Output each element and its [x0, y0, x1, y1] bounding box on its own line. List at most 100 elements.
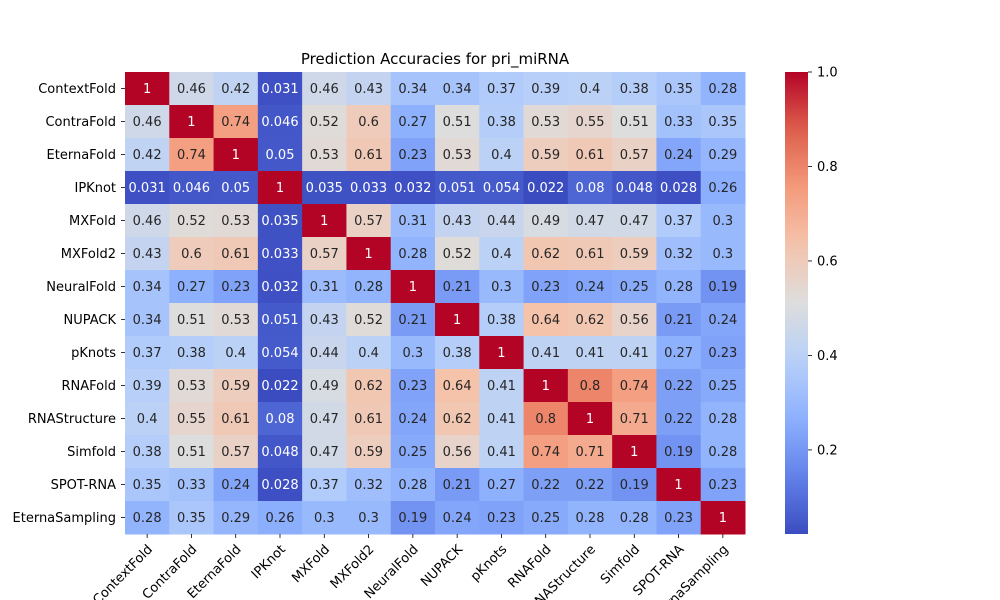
cell-value-label: 0.29: [708, 148, 737, 163]
cell-value-label: 0.028: [261, 478, 298, 493]
heatmap-cell-rnastructure-mxfold2: [346, 402, 392, 436]
cell-value-label: 0.4: [225, 346, 246, 361]
cell-value-label: 0.6: [358, 115, 379, 130]
row-label-rnafold: RNAFold: [62, 379, 116, 394]
heatmap-cell-contextfold-mxfold2: [346, 72, 392, 106]
heatmap-cell-ipknot-rnastructure: [567, 171, 613, 205]
cell-value-label: 0.3: [713, 214, 734, 229]
heatmap-cell-neuralfold-mxfold: [302, 270, 347, 304]
colorbar-ticks: 0.2 0.4 0.6 0.8 1.0: [808, 66, 838, 458]
heatmap-cell-pknots-pknots: [479, 336, 525, 370]
heatmap-cell-spot-rna-contextfold: [125, 468, 170, 502]
cell-value-label: 0.28: [133, 511, 162, 526]
cell-value-label: 0.27: [398, 115, 427, 130]
cell-value-label: 0.53: [177, 379, 206, 394]
cell-value-label: 0.55: [576, 115, 605, 130]
heatmap-cell-eternafold-contrafold: [169, 138, 215, 172]
row-label-spot-rna: SPOT-RNA: [51, 478, 117, 493]
heatmap-cell-contrafold-mxfold: [302, 105, 347, 139]
cell-value-label: 0.032: [394, 181, 431, 196]
heatmap-cell-nupack-contextfold: [125, 303, 170, 337]
cell-value-label: 0.46: [133, 214, 162, 229]
heatmap-cell-neuralfold-contrafold: [169, 270, 215, 304]
heatmap-cell-pknots-eternafold: [213, 336, 259, 370]
heatmap-cell-mxfold-pknots: [479, 204, 525, 238]
cell-value-label: 0.25: [398, 445, 427, 460]
heatmap-cell-pknots-nupack: [435, 336, 480, 370]
row-label-contextfold: ContextFold: [38, 82, 116, 97]
heatmap-cell-ipknot-eternafold: [213, 171, 259, 205]
heatmap-cell-eternasampling-spot-rna: [656, 501, 702, 535]
heatmap-cell-rnafold-neuralfold: [390, 369, 436, 403]
heatmap-cell-mxfold2-spot-rna: [656, 237, 702, 271]
heatmap-cell-eternasampling-pknots: [479, 501, 525, 535]
heatmap-cell-ipknot-contrafold: [169, 171, 215, 205]
heatmap-cell-contextfold-simfold: [612, 72, 657, 106]
heatmap-cell-mxfold2-eternafold: [213, 237, 259, 271]
heatmap-cell-contrafold-ipknot: [257, 105, 303, 139]
cell-value-label: 0.033: [350, 181, 387, 196]
cell-value-label: 0.59: [221, 379, 250, 394]
row-label-contrafold: ContraFold: [45, 115, 116, 130]
cell-value-label: 0.53: [310, 148, 339, 163]
cell-value-label: 0.43: [443, 214, 472, 229]
cell-value-label: 0.59: [620, 247, 649, 262]
cell-value-label: 0.022: [527, 181, 564, 196]
heatmap-cell-pknots-mxfold: [302, 336, 347, 370]
heatmap-cell-eternasampling-eternasampling: [700, 501, 746, 535]
cell-value-label: 0.56: [620, 313, 649, 328]
heatmap-cell-contextfold-contextfold: [125, 72, 170, 106]
cell-value-label: 0.23: [531, 280, 560, 295]
heatmap-cell-simfold-spot-rna: [656, 435, 702, 469]
cell-value-label: 0.38: [133, 445, 162, 460]
heatmap-cell-eternasampling-contextfold: [125, 501, 170, 535]
cell-value-label: 0.23: [487, 511, 516, 526]
heatmap-cell-nupack-spot-rna: [656, 303, 702, 337]
heatmap-cell-mxfold-contrafold: [169, 204, 215, 238]
heatmap-cell-eternafold-rnastructure: [567, 138, 613, 172]
cell-value-label: 0.035: [261, 214, 298, 229]
row-label-mxfold2: MXFold2: [61, 247, 116, 262]
column-label-pknots: pKnots: [468, 542, 510, 584]
heatmap-cell-simfold-simfold: [612, 435, 657, 469]
cell-value-label: 1: [143, 82, 151, 97]
heatmap-cell-neuralfold-rnastructure: [567, 270, 613, 304]
cell-value-label: 0.56: [443, 445, 472, 460]
cell-value-label: 0.28: [708, 412, 737, 427]
cell-value-label: 0.031: [129, 181, 166, 196]
heatmap-cell-mxfold-rnastructure: [567, 204, 613, 238]
cell-value-label: 0.47: [310, 412, 339, 427]
heatmap-cell-mxfold-mxfold2: [346, 204, 392, 238]
heatmap-cell-contextfold-spot-rna: [656, 72, 702, 106]
cell-value-label: 0.52: [177, 214, 206, 229]
cell-value-label: 0.35: [664, 82, 693, 97]
cell-value-label: 0.22: [531, 478, 560, 493]
cell-value-label: 0.44: [487, 214, 516, 229]
heatmap-cell-spot-rna-pknots: [479, 468, 525, 502]
cell-value-label: 0.031: [261, 82, 298, 97]
cell-value-label: 0.42: [221, 82, 250, 97]
cell-value-label: 1: [409, 280, 417, 295]
cell-value-label: 0.57: [221, 445, 250, 460]
heatmap-cell-nupack-eternafold: [213, 303, 259, 337]
heatmap-cell-rnastructure-eternasampling: [700, 402, 746, 436]
cell-value-label: 0.59: [354, 445, 383, 460]
heatmap-cell-mxfold-simfold: [612, 204, 657, 238]
row-label-rnastructure: RNAStructure: [28, 412, 116, 427]
row-label-pknots: pKnots: [71, 346, 116, 361]
cell-value-label: 0.8: [580, 379, 601, 394]
cell-value-label: 0.3: [314, 511, 335, 526]
heatmap-cell-contrafold-contextfold: [125, 105, 170, 139]
heatmap-cell-neuralfold-spot-rna: [656, 270, 702, 304]
cell-value-label: 1: [497, 346, 505, 361]
heatmap-cell-nupack-eternasampling: [700, 303, 746, 337]
cell-value-label: 0.035: [306, 181, 343, 196]
heatmap-cell-eternafold-nupack: [435, 138, 480, 172]
cell-value-label: 0.38: [487, 115, 516, 130]
cell-value-label: 1: [232, 148, 240, 163]
heatmap-cell-contrafold-eternasampling: [700, 105, 746, 139]
cell-value-label: 0.3: [403, 346, 424, 361]
cell-value-label: 0.41: [487, 379, 516, 394]
cell-value-label: 0.25: [708, 379, 737, 394]
